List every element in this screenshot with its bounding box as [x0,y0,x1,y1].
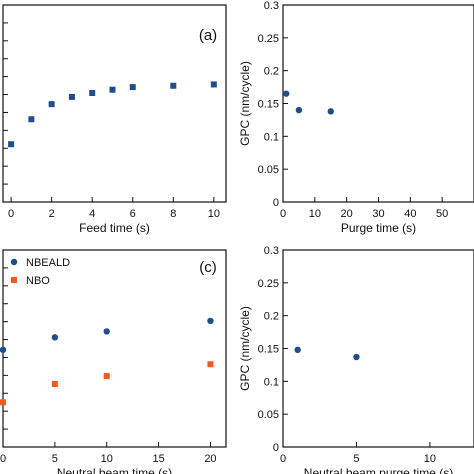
legend-label: NBEALD [26,257,70,269]
panel-tag: (a) [199,27,217,44]
x-tick-label: 2 [49,208,55,220]
data-point [207,361,214,368]
data-point [0,346,7,354]
data-point [109,86,116,93]
y-tick-label: 0.1 [264,376,279,388]
panel-4: 0 5 10 0 0.05 0.1 0.15 0.2 0.25 0.3 Neutral beam p… [238,245,474,474]
data-point [51,380,58,387]
y-tick-label: 0.05 [258,409,279,421]
x-tick-label: 10 [424,453,436,465]
plot-frame [2,4,227,203]
legend: NBEALD NBO [10,257,70,287]
data-point [51,334,59,341]
x-tick-label: 0 [0,453,6,465]
x-tick-label: 5 [52,453,58,465]
data-point [103,373,110,380]
y-tick-label: 0.3 [264,245,279,257]
y-tick-label: 0 [273,197,279,209]
x-axis-label: Feed time (s) [79,221,150,235]
x-tick-label: 0 [8,208,14,220]
x-tick-label: 15 [152,453,164,465]
x-tick-label: 40 [404,208,416,220]
data-point [170,82,177,89]
data-point [294,346,301,354]
plot-frame [282,249,474,448]
data-point [327,108,334,115]
x-tick-label: 30 [372,208,384,220]
data-point [282,90,290,97]
y-tick-label: 0.25 [258,278,279,290]
x-tick-label: 20 [341,208,353,220]
legend-label: NBO [26,275,50,287]
data-point [8,141,15,148]
y-tick-label: 0.15 [258,99,279,111]
data-point [295,106,303,114]
y-tick-label: 0.05 [258,164,279,176]
y-tick-label: 0.15 [258,344,279,356]
data-point [0,399,6,406]
legend-marker [10,258,18,266]
data-point [103,328,110,335]
data-point [210,81,217,88]
data-point [48,101,55,108]
x-tick-label: 8 [170,208,176,220]
y-tick-label: 0.3 [264,0,279,12]
x-tick-label: 50 [436,208,448,220]
x-axis-label: Purge time (s) [341,221,416,235]
x-tick-label: 20 [204,453,216,465]
x-tick-label: 5 [353,453,359,465]
y-tick-label: 0.2 [264,66,279,78]
y-tick-label: 0.1 [264,131,279,143]
x-tick-label: 0 [280,453,286,465]
x-axis-label: Neutral beam purge time (s) [304,466,453,474]
y-tick-label: 0.2 [264,311,279,323]
x-tick-label: 4 [89,208,95,220]
y-axis-label: GPC (nm/cycle) [238,61,252,146]
data-point [129,84,136,91]
y-axis-label: GPC (nm/cycle) [238,306,252,391]
data-point [89,89,96,96]
data-point [28,116,35,123]
x-tick-label: 0 [280,208,286,220]
data-point [68,93,75,100]
plot-frame [282,4,474,203]
x-tick-label: 6 [130,208,136,220]
x-axis-label: Neutral beam time (s) [57,466,172,474]
panel-1: 0 2 4 6 8 10 Feed time (s) (a) [2,4,227,235]
panel-tag: (c) [199,259,217,276]
x-tick-label: 10 [101,453,113,465]
panel-2: 0 10 20 30 40 50 0 0.05 0.1 0.15 0.2 0.25 0.3 Purge t… [238,0,474,235]
legend-marker [11,277,17,283]
x-tick-label: 10 [208,208,220,220]
data-point [207,317,214,325]
y-tick-label: 0.25 [258,33,279,45]
data-point [353,353,360,361]
x-tick-label: 10 [309,208,321,220]
y-tick-label: 0 [273,442,279,454]
